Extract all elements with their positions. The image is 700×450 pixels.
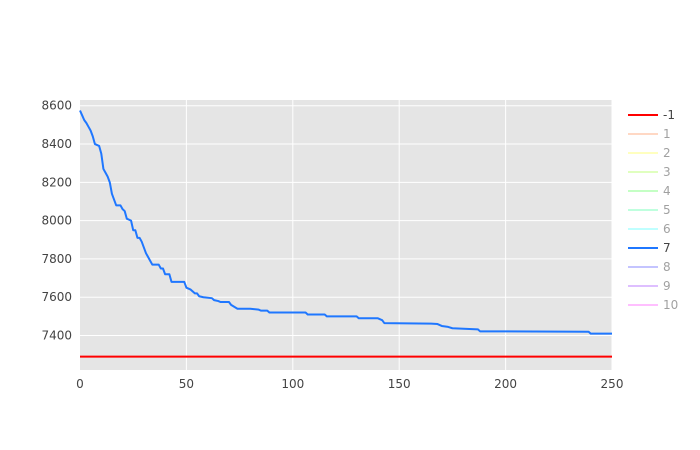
legend-item-8: 8 <box>628 260 671 274</box>
x-tick-label: 250 <box>601 377 624 391</box>
legend-item-2: 2 <box>628 146 671 160</box>
legend-label: 1 <box>663 127 671 141</box>
legend-item-4: 4 <box>628 184 671 198</box>
legend-label: 6 <box>663 222 671 236</box>
legend-label: 3 <box>663 165 671 179</box>
y-tick-label: 7800 <box>41 252 72 266</box>
y-tick-label: 8600 <box>41 99 72 113</box>
legend-item-9: 9 <box>628 279 671 293</box>
legend-item-5: 5 <box>628 203 671 217</box>
gridlines <box>80 100 613 370</box>
y-axis: 7400 7600 7800 8000 8200 8400 8600 <box>41 99 72 343</box>
legend-item--1: -1 <box>628 108 675 122</box>
y-tick-label: 8400 <box>41 137 72 151</box>
y-tick-label: 8200 <box>41 175 72 189</box>
legend-label: 10 <box>663 298 678 312</box>
legend-label: 9 <box>663 279 671 293</box>
y-tick-label: 7400 <box>41 329 72 343</box>
legend-label: 8 <box>663 260 671 274</box>
legend-label: 7 <box>663 241 671 255</box>
x-axis: 0 50 100 150 200 250 <box>76 377 623 391</box>
x-tick-label: 200 <box>494 377 517 391</box>
legend-item-7: 7 <box>628 241 671 255</box>
y-tick-label: 7600 <box>41 290 72 304</box>
x-tick-label: 150 <box>388 377 411 391</box>
legend: -1 1 2 3 4 5 6 7 8 9 10 <box>628 108 678 312</box>
plot-background <box>80 100 612 370</box>
legend-item-10: 10 <box>628 298 678 312</box>
x-tick-label: 0 <box>76 377 84 391</box>
y-tick-label: 8000 <box>41 214 72 228</box>
series-layer <box>79 110 612 358</box>
legend-item-1: 1 <box>628 127 671 141</box>
series-line-7 <box>79 110 612 335</box>
x-tick-label: 100 <box>281 377 304 391</box>
x-tick-label: 50 <box>179 377 194 391</box>
legend-item-6: 6 <box>628 222 671 236</box>
legend-label: 2 <box>663 146 671 160</box>
legend-item-3: 3 <box>628 165 671 179</box>
legend-label: 5 <box>663 203 671 217</box>
legend-label: 4 <box>663 184 671 198</box>
legend-label: -1 <box>663 108 675 122</box>
